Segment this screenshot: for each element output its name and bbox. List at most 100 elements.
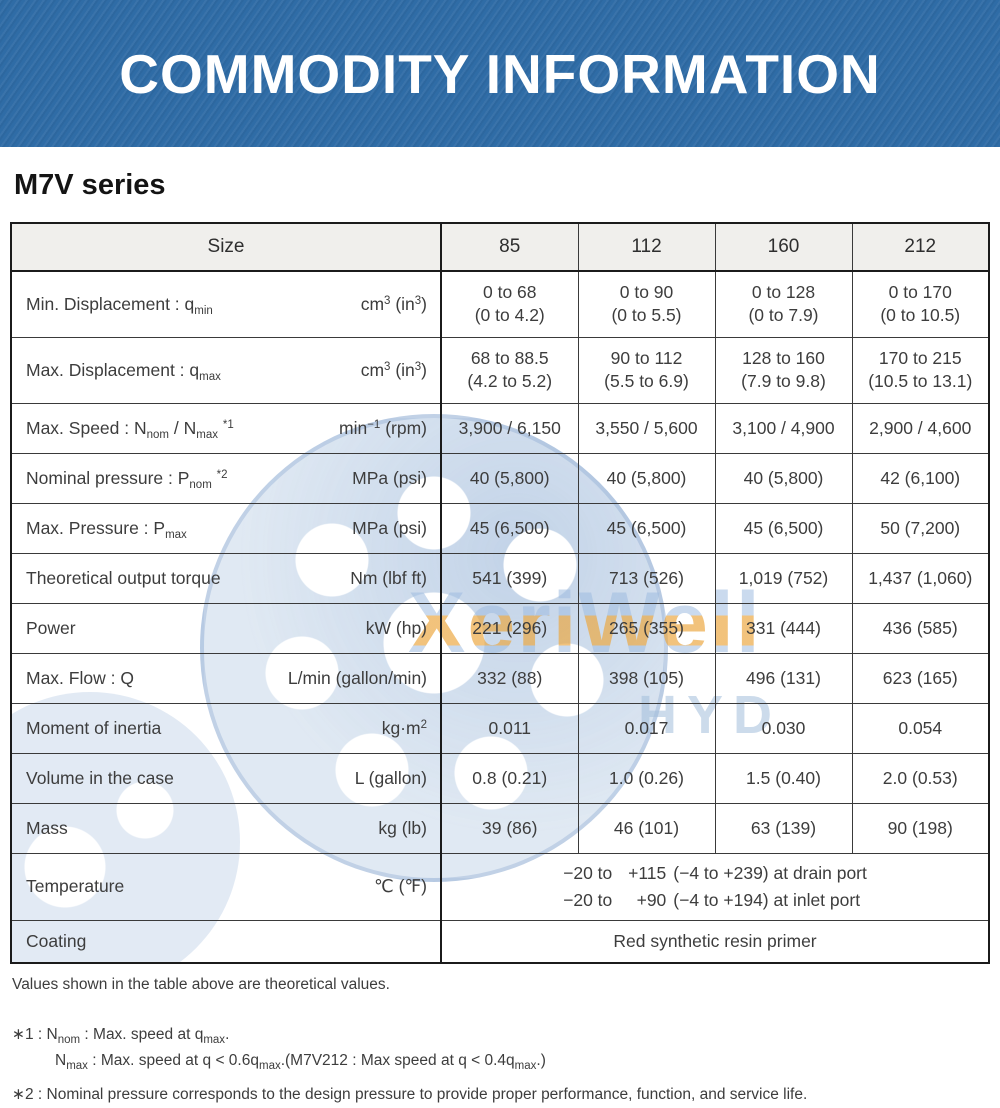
value-line: 0 to 128 <box>751 282 816 303</box>
table-row: Max. Speed : Nnom / Nmax *1 min−1 (rpm) 3,… <box>10 402 990 454</box>
size-column-header: 112 <box>577 222 716 272</box>
value-cell: 436 (585) <box>851 602 990 654</box>
value-line: 45 (6,500) <box>743 517 824 538</box>
row-unit: kW (hp) <box>365 617 427 638</box>
table-row: Min. Displacement : qmin cm3 (in3) 0 to 68… <box>10 270 990 338</box>
value-line: 50 (7,200) <box>880 517 961 538</box>
value-cell: 90 to 112 (5.5 to 6.9) <box>577 336 716 404</box>
row-unit: MPa (psi) <box>352 467 427 488</box>
spec-table-body: Min. Displacement : qmin cm3 (in3) 0 to 68… <box>10 270 990 964</box>
footnote-line: ∗1 : Nnom : Max. speed at qmax. <box>12 1026 230 1046</box>
value-line: 39 (86) <box>482 817 538 838</box>
value-line: 1,437 (1,060) <box>868 567 973 588</box>
value-cell: 0 to 90 (0 to 5.5) <box>577 270 716 338</box>
value-cell: 265 (355) <box>577 602 716 654</box>
value-cell: 90 (198) <box>851 802 990 854</box>
value-cell: 0.8 (0.21) <box>440 752 579 804</box>
series-title: M7V series <box>14 169 166 201</box>
value-cell: 2,900 / 4,600 <box>851 402 990 454</box>
table-row: Max. Flow : Q L/min (gallon/min) 332 (88) 3… <box>10 652 990 704</box>
temperature-line: −20 to +115 (−4 to +239) at drain port <box>563 862 867 883</box>
table-row: Moment of inertia kg·m2 0.011 0.017 0.030 0.0… <box>10 702 990 754</box>
value-line: 128 to 160 <box>742 348 825 368</box>
value-line: 221 (296) <box>472 617 548 638</box>
table-row: Theoretical output torque Nm (lbf ft) 541 … <box>10 552 990 604</box>
value-line: 3,100 / 4,900 <box>732 417 835 438</box>
row-unit: min−1 (rpm) <box>339 417 427 438</box>
label-cell: Volume in the case L (gallon) <box>10 752 442 804</box>
label-cell: Coating <box>10 919 442 964</box>
value-line: 90 (198) <box>887 817 953 838</box>
page-title: COMMODITY INFORMATION <box>119 42 881 105</box>
value-line: 0 to 68 <box>482 282 537 303</box>
row-unit: cm3 (in3) <box>360 359 427 380</box>
value-line: 42 (6,100) <box>880 467 961 488</box>
spec-table: Size 85 112 160 212 Min. Displacement : qmi… <box>10 222 990 964</box>
footnote-line: Nmax : Max. speed at q < 0.6qmax.(M7V212… <box>55 1052 546 1072</box>
value-line: 63 (139) <box>750 817 817 838</box>
value-line: 3,900 / 6,150 <box>458 417 561 438</box>
label-cell: Moment of inertia kg·m2 <box>10 702 442 754</box>
value-cell: 40 (5,800) <box>714 452 853 504</box>
spec-table-container: XeriWell HYD Size 85 112 160 212 Min. Displ… <box>10 222 990 964</box>
value-cell: 332 (88) <box>440 652 579 704</box>
table-row: Max. Displacement : qmax cm3 (in3) 68 to 8… <box>10 336 990 404</box>
value-line: 331 (444) <box>746 617 821 638</box>
value-line: 2.0 (0.53) <box>882 767 958 788</box>
value-line: 0.054 <box>898 717 943 738</box>
value-line: (0 to 7.9) <box>748 305 819 326</box>
value-line: 436 (585) <box>882 617 958 638</box>
value-cell: 170 to 215 (10.5 to 13.1) <box>851 336 990 404</box>
row-unit: L (gallon) <box>354 767 427 788</box>
value-line: 0.030 <box>761 717 806 738</box>
row-unit: kg (lb) <box>378 817 427 838</box>
value-line: 1.0 (0.26) <box>609 767 684 788</box>
row-label: Coating <box>26 930 87 951</box>
value-cell: 45 (6,500) <box>440 502 579 554</box>
label-cell: Power kW (hp) <box>10 602 442 654</box>
row-unit: ℃ (℉) <box>374 876 427 896</box>
value-cell: 0.030 <box>714 702 853 754</box>
value-line: 68 to 88.5 <box>470 348 549 368</box>
row-unit: cm3 (in3) <box>360 293 427 314</box>
value-cell: 2.0 (0.53) <box>851 752 990 804</box>
value-line: (0 to 10.5) <box>880 305 961 326</box>
value-line: 623 (165) <box>882 667 958 688</box>
value-cell: 40 (5,800) <box>440 452 579 504</box>
label-cell: Mass kg (lb) <box>10 802 442 854</box>
table-row: Power kW (hp) 221 (296) 265 (355) 331 (444) 4… <box>10 602 990 654</box>
table-row: Temperature ℃ (℉) −20 to +115 (−4 to +239) a… <box>10 852 990 921</box>
value-cell: 623 (165) <box>851 652 990 704</box>
value-cell: 39 (86) <box>440 802 579 854</box>
value-cell: 63 (139) <box>714 802 853 854</box>
value-cell: 496 (131) <box>714 652 853 704</box>
value-cell: 3,550 / 5,600 <box>577 402 716 454</box>
label-cell: Max. Displacement : qmax cm3 (in3) <box>10 336 442 404</box>
value-cell: 0.017 <box>577 702 716 754</box>
value-cell: 1.0 (0.26) <box>577 752 716 804</box>
header-row: Size 85 112 160 212 <box>10 222 990 272</box>
value-cell: 1,019 (752) <box>714 552 853 604</box>
value-line: 332 (88) <box>477 667 543 688</box>
row-label: Mass <box>26 817 68 838</box>
value-cell: 221 (296) <box>440 602 579 654</box>
value-line: (5.5 to 6.9) <box>604 371 689 391</box>
values-note: Values shown in the table above are theo… <box>12 976 390 993</box>
value-line: 40 (5,800) <box>743 467 824 488</box>
value-line: 0.8 (0.21) <box>472 767 548 788</box>
value-line: 46 (101) <box>613 817 680 838</box>
size-column-header: 160 <box>714 222 853 272</box>
value-line: 90 to 112 <box>610 348 683 368</box>
value-line: 1.5 (0.40) <box>746 767 821 788</box>
span-cell: Red synthetic resin primer <box>440 919 990 964</box>
row-label: Theoretical output torque <box>26 567 221 588</box>
row-label: Max. Pressure : Pmax <box>26 517 187 541</box>
value-line: 496 (131) <box>746 667 821 688</box>
value-line: 541 (399) <box>472 567 548 588</box>
value-cell: 45 (6,500) <box>577 502 716 554</box>
label-cell: Theoretical output torque Nm (lbf ft) <box>10 552 442 604</box>
row-unit: kg·m2 <box>381 717 427 738</box>
table-row: Nominal pressure : Pnom *2 MPa (psi) 40 (5… <box>10 452 990 504</box>
value-line: 265 (355) <box>609 617 684 638</box>
row-label: Nominal pressure : Pnom *2 <box>26 467 228 491</box>
